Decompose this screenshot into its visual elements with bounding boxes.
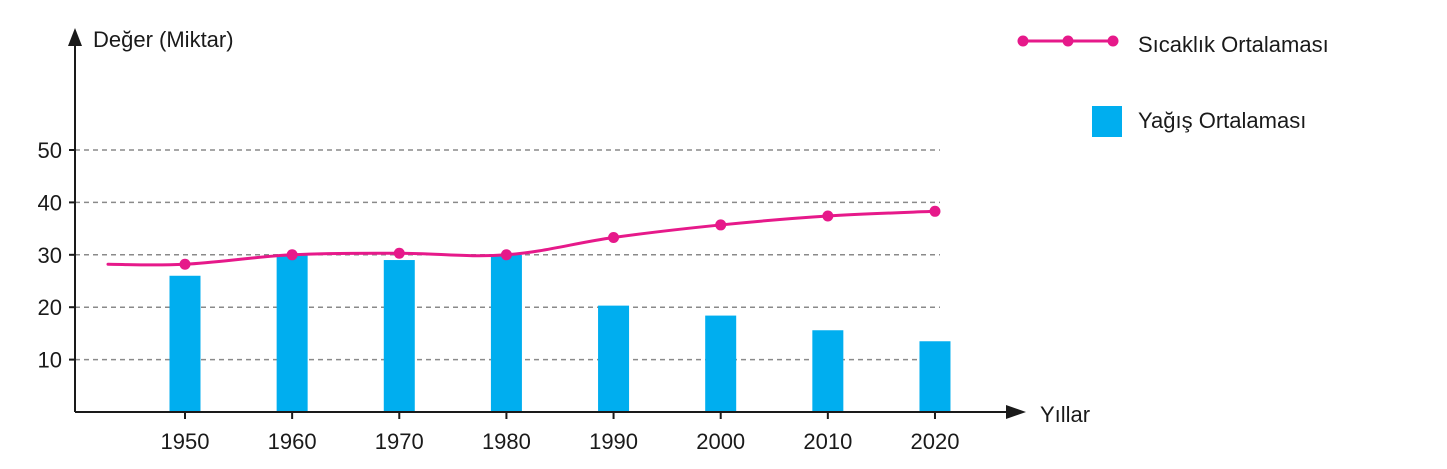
legend-label-line: Sıcaklık Ortalaması xyxy=(1138,32,1329,57)
legend-item-bar: Yağış Ortalaması xyxy=(1092,106,1306,137)
bar-series xyxy=(169,254,951,412)
x-tick-label: 2010 xyxy=(803,429,852,454)
legend-label-bar: Yağış Ortalaması xyxy=(1138,108,1306,133)
y-tick-label: 30 xyxy=(38,243,62,268)
bar-1980 xyxy=(490,254,522,412)
y-axis-title: Değer (Miktar) xyxy=(93,27,234,52)
y-axis-arrow-icon xyxy=(68,28,82,46)
bar-1990 xyxy=(598,305,630,412)
legend-line-marker xyxy=(1107,35,1119,47)
axes: Değer (Miktar) Yıllar xyxy=(68,27,1090,427)
bar-2000 xyxy=(705,315,737,412)
x-tick-label: 1950 xyxy=(161,429,210,454)
temperature-point-2010 xyxy=(822,210,834,222)
temperature-point-1970 xyxy=(393,247,405,259)
temperature-point-1950 xyxy=(179,258,191,270)
line-series xyxy=(106,205,941,270)
x-tick-label: 2000 xyxy=(696,429,745,454)
x-tick-label: 1960 xyxy=(268,429,317,454)
x-tick-label: 1980 xyxy=(482,429,531,454)
temperature-point-1960 xyxy=(286,249,298,261)
temperature-point-1990 xyxy=(608,232,620,244)
x-axis-arrow-icon xyxy=(1006,405,1026,419)
x-tick-label: 2020 xyxy=(911,429,960,454)
temperature-point-2000 xyxy=(715,219,727,231)
bar-2020 xyxy=(919,341,951,412)
legend-line-marker xyxy=(1062,35,1074,47)
y-tick-label: 20 xyxy=(38,295,62,320)
legend-line-marker xyxy=(1017,35,1029,47)
bar-2010 xyxy=(812,330,844,412)
x-axis-title: Yıllar xyxy=(1040,402,1090,427)
bar-1960 xyxy=(276,254,308,412)
bar-1970 xyxy=(383,260,415,412)
tick-labels: 10 20 30 40 50 1950 1960 1970 1980 1990 2000 2010 20… xyxy=(38,138,960,454)
x-tick-label: 1990 xyxy=(589,429,638,454)
legend-bar-swatch xyxy=(1092,106,1122,137)
y-tick-label: 50 xyxy=(38,138,62,163)
legend: Sıcaklık Ortalaması Yağış Ortalaması xyxy=(1017,32,1329,137)
temperature-point-2020 xyxy=(929,205,941,217)
y-tick-label: 10 xyxy=(38,348,62,373)
bar-1950 xyxy=(169,275,201,412)
y-tick-label: 40 xyxy=(38,190,62,215)
legend-item-line: Sıcaklık Ortalaması xyxy=(1017,32,1329,57)
temperature-point-1980 xyxy=(500,249,512,261)
x-tick-label: 1970 xyxy=(375,429,424,454)
